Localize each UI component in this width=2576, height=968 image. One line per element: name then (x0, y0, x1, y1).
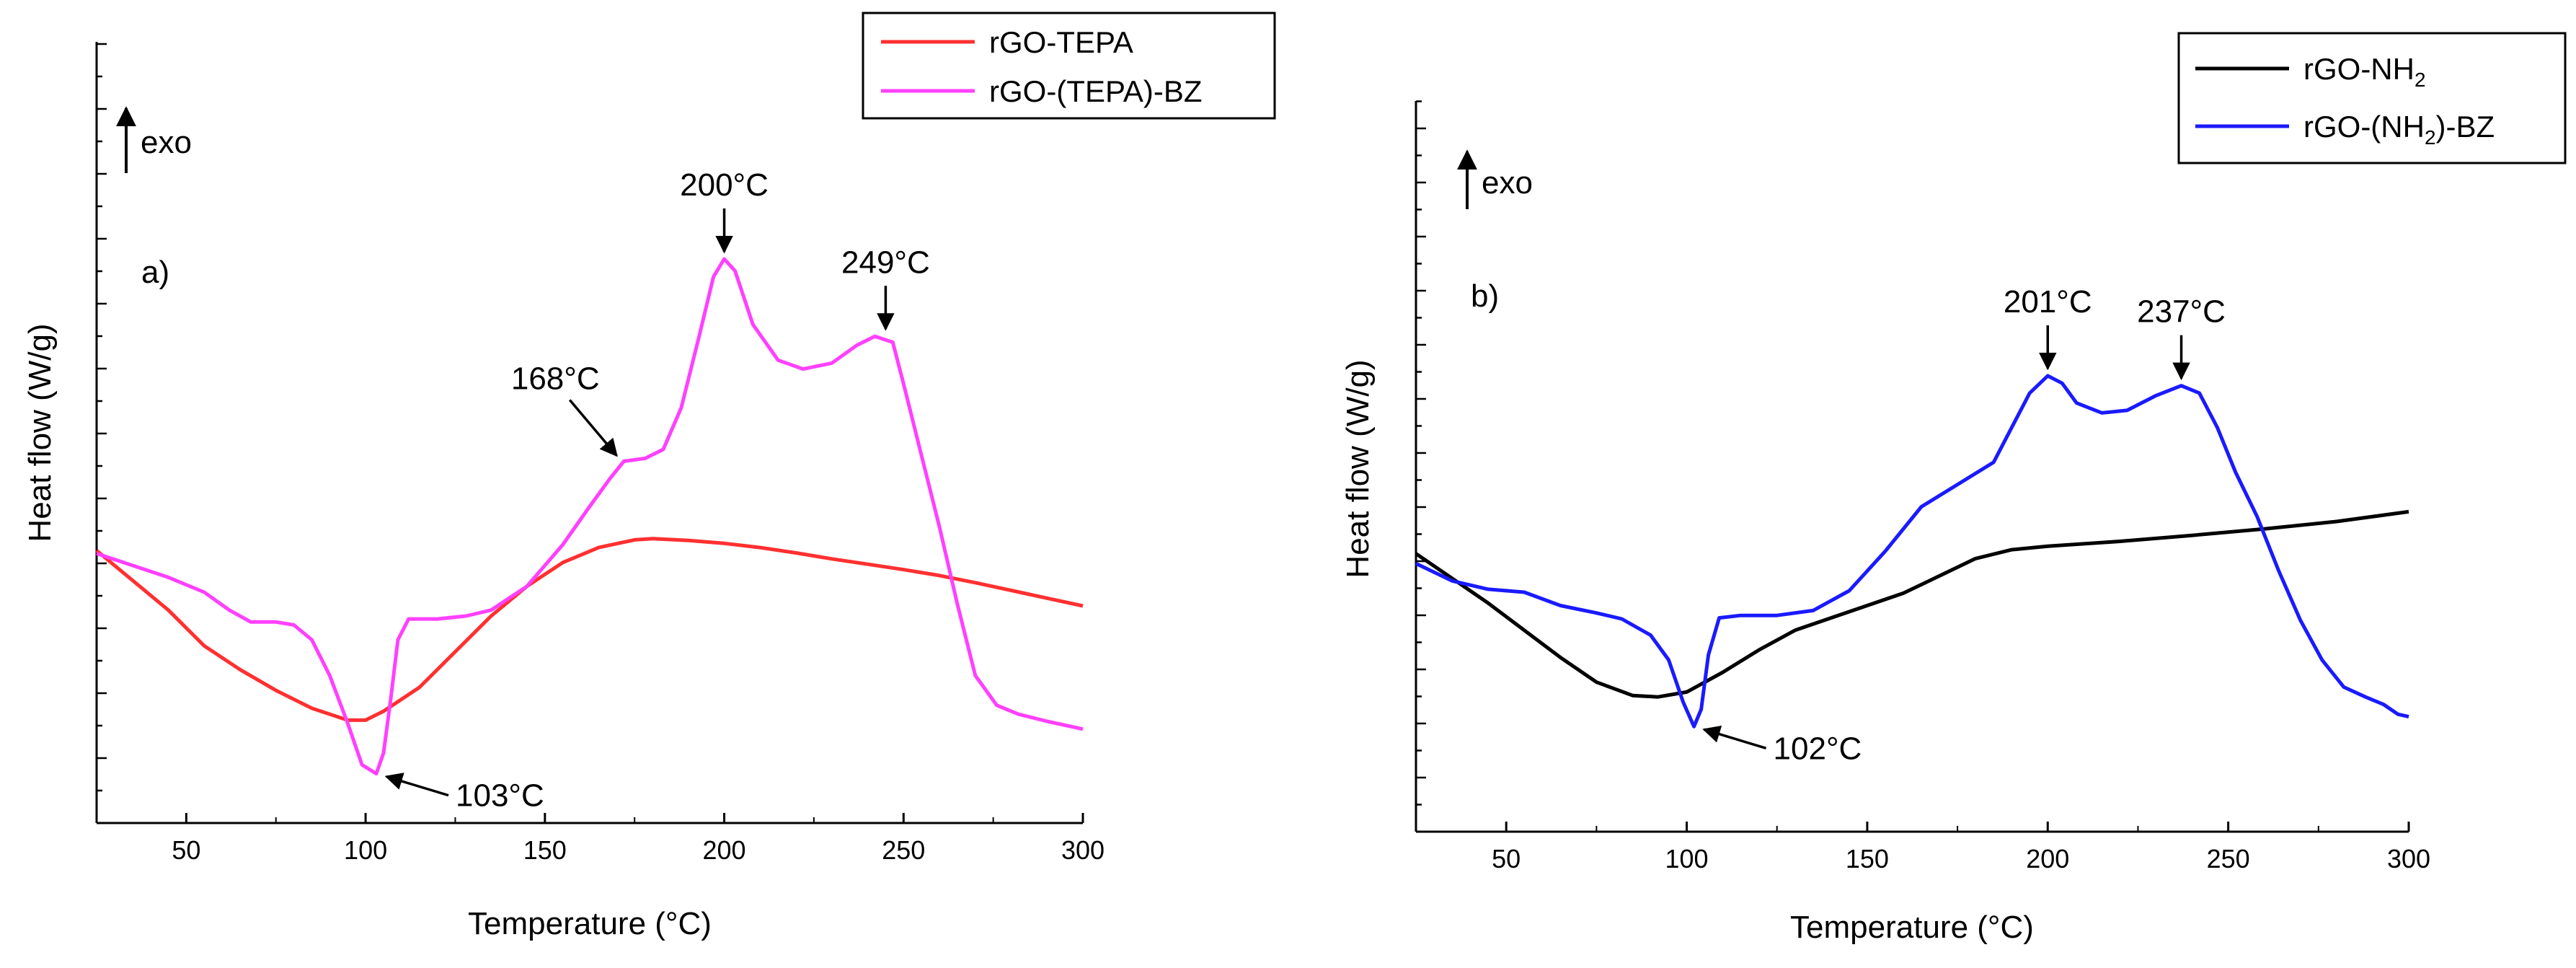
annotations: 103°C 168°C 200°C 249°C (384, 167, 930, 814)
series-line (1415, 509, 2409, 699)
y-axis-label: Heat flow (W/g) (22, 323, 58, 542)
x-tick-labels: 50 100 150 200 250 300 (1492, 844, 2430, 874)
panel-a: 50 100 150 200 250 300 103°C 168°C 200°C 249°C T… (22, 12, 1276, 941)
annotation-label: 237°C (2137, 294, 2226, 330)
plot-area (1415, 374, 2409, 729)
x-tick-label: 50 (1492, 844, 1521, 874)
x-tick-label: 100 (344, 835, 387, 865)
legend-label: rGO-(NH2)-BZ (2303, 110, 2495, 149)
series-line (95, 537, 1084, 722)
y-tick-marks (97, 43, 107, 792)
x-tick-label: 150 (523, 835, 567, 865)
x-tick-label: 300 (2387, 844, 2430, 874)
x-tick-marks (96, 813, 1084, 823)
x-tick-label: 200 (2026, 844, 2069, 874)
panel-b: 50 100 150 200 250 300 102°C 201°C 237°C Temper… (1340, 32, 2567, 945)
exo-label: exo (141, 125, 192, 160)
x-tick-marks (1415, 822, 2410, 832)
y-axis-label: Heat flow (W/g) (1340, 359, 1376, 578)
legend-label: rGO-TEPA (989, 25, 1133, 59)
legend-label: rGO-NH2 (2303, 52, 2426, 91)
annotation-label: 201°C (2004, 284, 2092, 320)
panel-label: a) (141, 255, 169, 290)
x-tick-label: 100 (1665, 844, 1709, 874)
annotations: 102°C 201°C 237°C (1702, 284, 2226, 766)
legend: rGO-NH2 rGO-(NH2)-BZ (2177, 32, 2567, 164)
legend-box (2177, 32, 2567, 164)
series-line (1415, 374, 2409, 729)
x-tick-label: 150 (1846, 844, 1889, 874)
x-axis-label: Temperature (°C) (468, 906, 712, 941)
annotation-arrow (1702, 725, 1767, 750)
annotation-label: 103°C (456, 778, 544, 814)
annotation-label: 168°C (511, 361, 600, 397)
x-tick-label: 200 (703, 835, 746, 865)
legend-box (862, 12, 1276, 120)
x-tick-label: 50 (172, 835, 200, 865)
legend-label: rGO-(TEPA)-BZ (989, 74, 1203, 108)
annotation-arrow (384, 773, 449, 797)
series-line (96, 257, 1084, 776)
x-tick-label: 300 (1061, 835, 1105, 865)
y-tick-marks (1416, 100, 1426, 806)
x-tick-label: 250 (882, 835, 925, 865)
annotation-label: 200°C (680, 167, 769, 203)
exo-label: exo (1482, 165, 1533, 201)
annotation-label: 102°C (1774, 731, 1862, 766)
x-tick-labels: 50 100 150 200 250 300 (172, 835, 1105, 865)
x-axis-label: Temperature (°C) (1790, 910, 2034, 945)
annotation-arrow (568, 399, 618, 457)
x-tick-label: 250 (2207, 844, 2250, 874)
legend: rGO-TEPA rGO-(TEPA)-BZ (862, 12, 1276, 120)
annotation-label: 249°C (841, 245, 930, 280)
panel-label: b) (1471, 278, 1499, 314)
plot-area (95, 257, 1084, 776)
